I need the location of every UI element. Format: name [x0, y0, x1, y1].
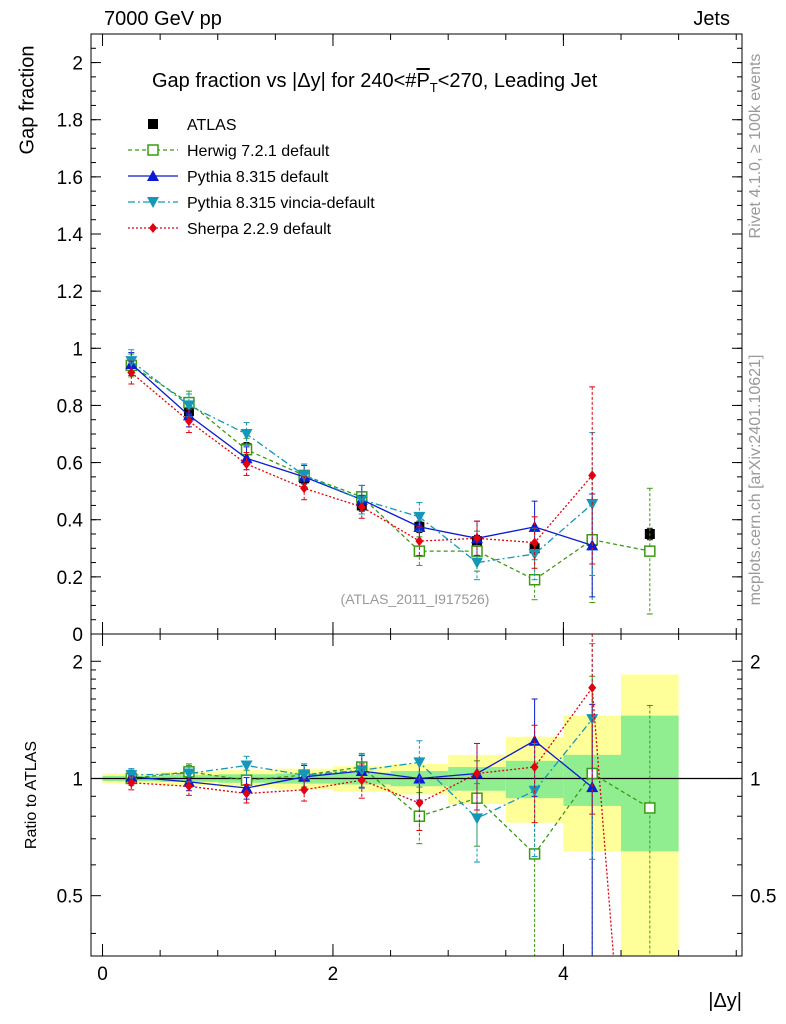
top-point-4-0 — [127, 367, 136, 378]
bot-point-4-2 — [242, 788, 251, 799]
legend-marker-3 — [147, 197, 159, 208]
bot-point-4-8 — [588, 682, 597, 693]
top-ytick-label-0: 0 — [72, 625, 83, 646]
bot-point-3-6 — [470, 813, 483, 825]
top-point-3-3 — [298, 470, 311, 482]
rivet-label: Rivet 4.1.0, ≥ 100k events — [747, 53, 764, 239]
bot-line-3 — [131, 718, 593, 820]
bot-point-4-0 — [127, 777, 136, 788]
top-point-4-2 — [242, 459, 251, 469]
bot-point-3-5 — [413, 757, 426, 769]
bot-ytick-label-right-2: 2 — [750, 652, 761, 673]
top-point-4-8 — [588, 470, 597, 481]
legend-marker-2 — [147, 170, 159, 181]
bot-point-4-1 — [184, 781, 193, 792]
top-series-1 — [125, 353, 656, 615]
bot-point-3-1 — [182, 768, 195, 780]
xtick-label-2: 4 — [558, 964, 569, 985]
bot-point-4-4 — [357, 775, 366, 786]
chart-title: Gap fraction vs |Δy| for 240<#PT<270, Le… — [152, 70, 597, 95]
chart-title-sub: T — [429, 80, 438, 95]
legend-label-4: Sherpa 2.2.9 default — [187, 221, 332, 238]
top-point-4-3 — [300, 483, 309, 494]
bot-line-1 — [131, 766, 651, 855]
bot-point-2-2 — [240, 782, 253, 794]
top-ytick-label-9: 1.8 — [57, 111, 83, 132]
bot-ytick-label-right-0: 0.5 — [750, 887, 776, 908]
bot-point-1-9 — [644, 802, 656, 814]
bot-point-4-6 — [472, 768, 481, 779]
legend-label-1: Herwig 7.2.1 default — [187, 143, 330, 160]
top-point-3-1 — [182, 400, 195, 412]
chart-title-p: P — [416, 70, 430, 92]
legend-marker-0 — [148, 119, 158, 129]
top-point-3-6 — [470, 557, 483, 569]
bot-point-3-2 — [240, 760, 253, 772]
bottom-frame — [90, 633, 743, 957]
bot-point-4-3 — [300, 784, 309, 795]
top-series-3 — [125, 349, 599, 581]
watermark: (ATLAS_2011_I917526) — [340, 591, 490, 607]
bot-ytick-label-left-2: 2 — [72, 652, 83, 673]
header-left: 7000 GeV pp — [104, 8, 222, 30]
top-ytick-label-7: 1.4 — [57, 225, 84, 246]
xtick-label-0: 0 — [97, 964, 108, 985]
top-point-4-1 — [184, 416, 193, 427]
xtick-label-1: 2 — [328, 964, 339, 985]
bot-point-4-7 — [530, 762, 539, 773]
top-point-4-4 — [357, 501, 366, 512]
top-ytick-label-10: 2 — [72, 54, 83, 75]
top-point-3-5 — [413, 511, 426, 523]
chart-title-before: Gap fraction vs |Δy| for 240<# — [152, 70, 417, 92]
top-ytick-label-2: 0.4 — [57, 511, 84, 532]
top-point-3-2 — [240, 429, 253, 440]
top-ytick-label-3: 0.6 — [57, 454, 83, 475]
bot-series-4 — [127, 633, 615, 956]
mcplots-label: mcplots.cern.ch [arXiv:2401.10621] — [747, 354, 764, 606]
y-axis-label-top: Gap fraction — [16, 45, 39, 155]
top-point-4-6 — [472, 533, 481, 544]
legend-label-0: ATLAS — [187, 117, 237, 134]
top-line-4 — [130, 372, 593, 544]
top-ytick-label-6: 1.2 — [57, 282, 83, 303]
top-ytick-label-1: 0.2 — [57, 568, 83, 589]
bot-ytick-label-right-1: 1 — [750, 769, 761, 790]
top-series-4 — [127, 360, 597, 569]
top-point-3-4 — [355, 494, 368, 506]
top-line-3 — [130, 360, 593, 564]
top-ytick-label-8: 1.6 — [57, 168, 83, 189]
legend-label-3: Pythia 8.315 vincia-default — [187, 195, 375, 212]
top-point-1-9 — [644, 545, 656, 557]
bot-point-3-3 — [298, 770, 311, 782]
top-series-0 — [126, 359, 655, 555]
y-axis-label-bottom: Ratio to ATLAS — [23, 740, 40, 850]
legend-label-2: Pythia 8.315 default — [187, 169, 329, 186]
header-right: Jets — [693, 8, 730, 30]
bot-point-4-5 — [415, 798, 424, 809]
legend-marker-4 — [149, 223, 157, 233]
top-point-4-7 — [530, 537, 539, 548]
top-series-2 — [125, 352, 599, 598]
top-line-1 — [130, 364, 650, 581]
legend-marker-1 — [147, 144, 159, 156]
chart-title-after: <270, Leading Jet — [437, 70, 598, 92]
bot-line-4 — [131, 685, 615, 956]
top-ytick-label-4: 0.8 — [57, 396, 83, 417]
top-point-4-5 — [415, 536, 424, 547]
bot-ytick-label-left-0: 0.5 — [57, 887, 83, 908]
top-point-2-7 — [528, 520, 541, 532]
x-axis-label: |Δy| — [708, 990, 742, 1012]
top-ytick-label-5: 1 — [72, 339, 83, 360]
bot-ytick-label-left-1: 1 — [72, 769, 83, 790]
